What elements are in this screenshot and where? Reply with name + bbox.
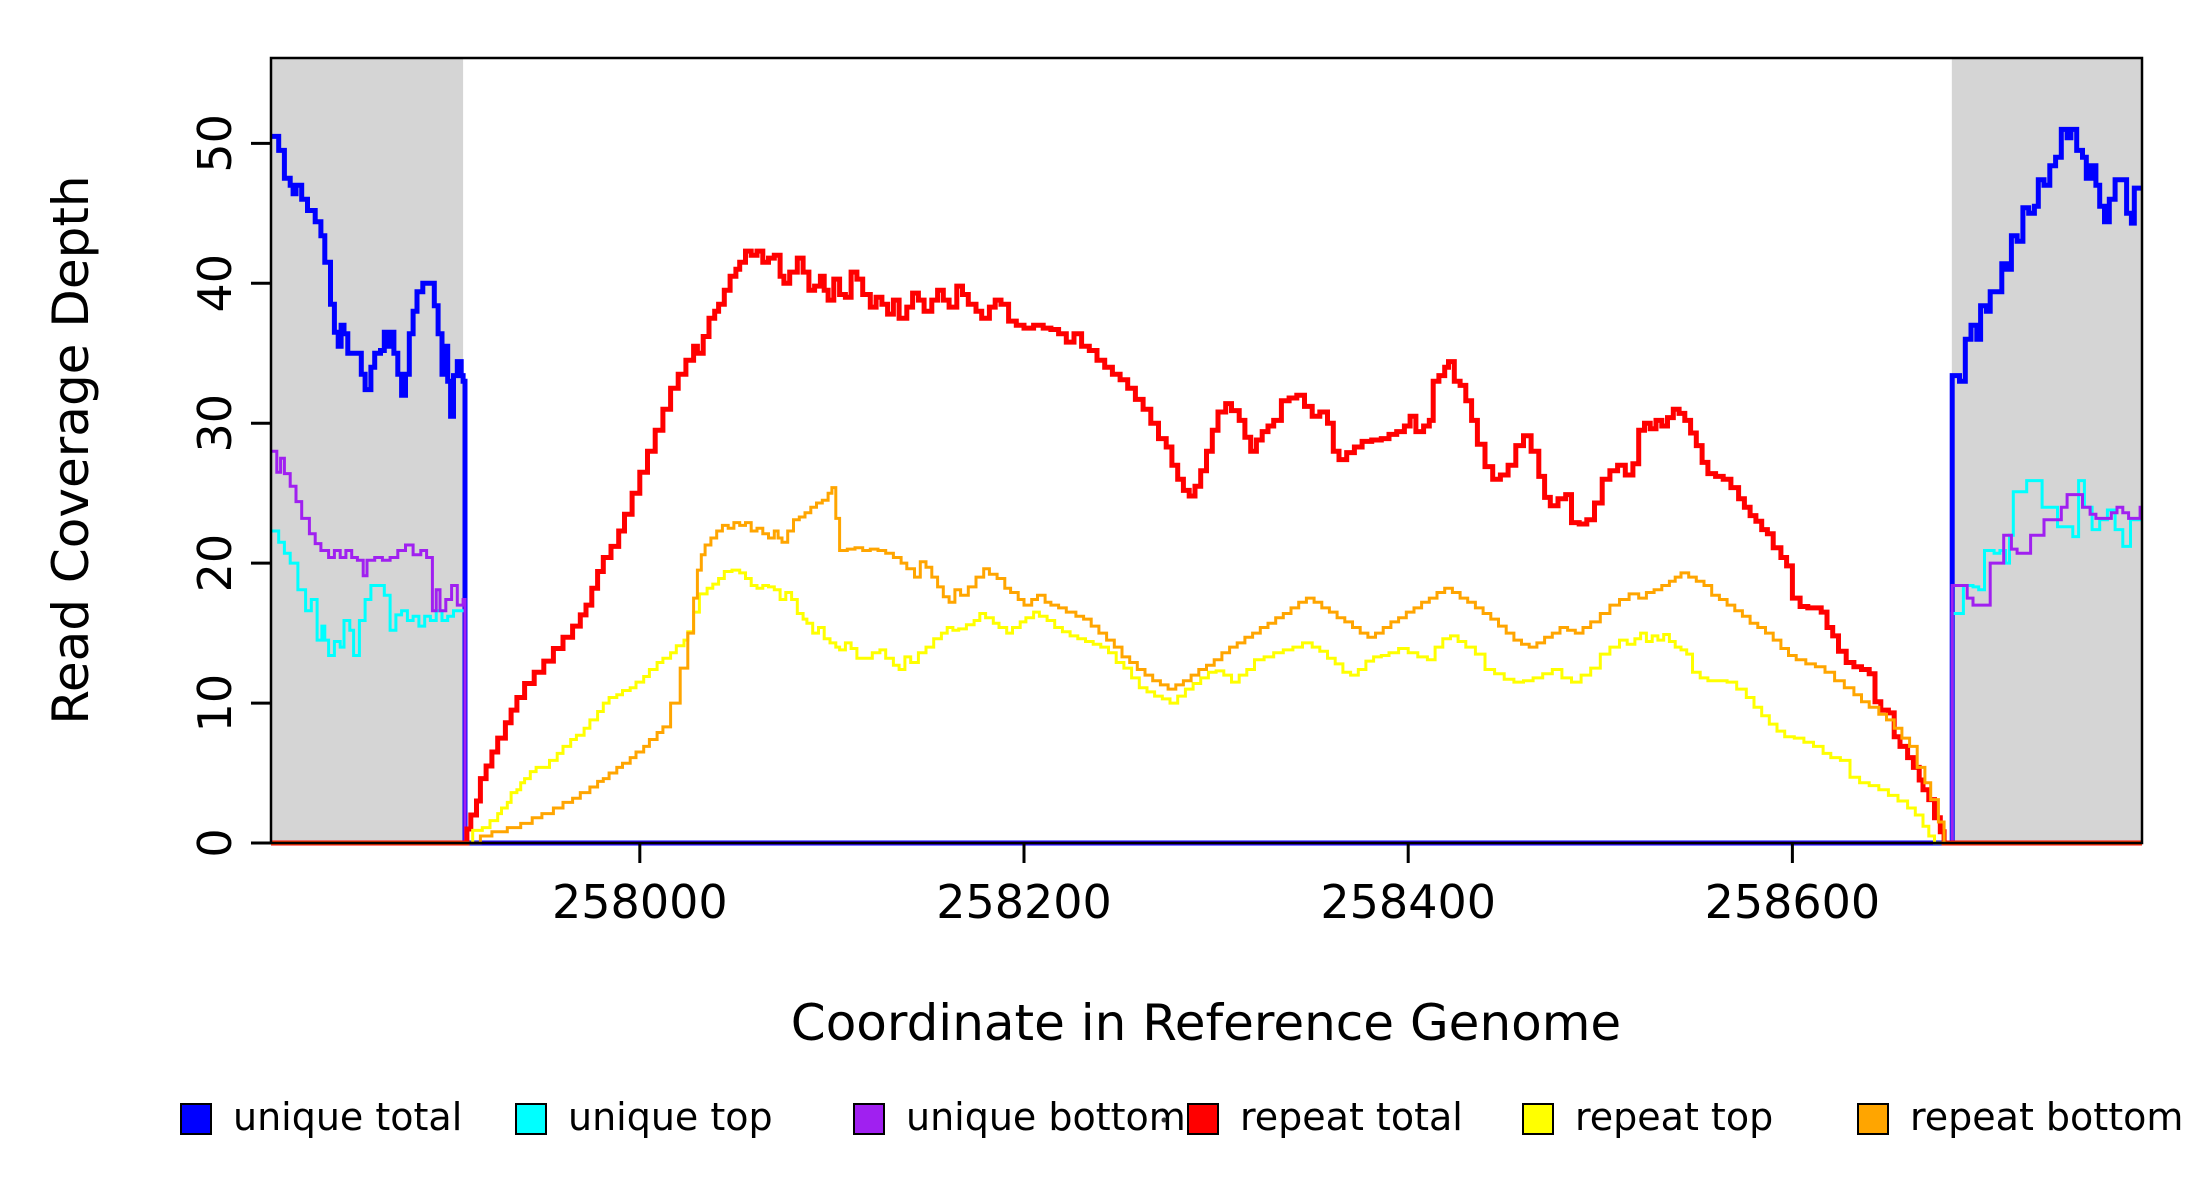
y-tick-label: 40 — [188, 254, 242, 313]
legend-label: repeat bottom — [1910, 1095, 2183, 1139]
series-unique-total-line — [271, 126, 2142, 846]
series-unique-top-line — [271, 479, 2142, 845]
series-lines — [271, 126, 2142, 846]
legend-swatch-repeat-total — [1187, 1103, 1219, 1135]
legend-swatch-repeat-top — [1522, 1103, 1554, 1135]
stray-dot — [1161, 1117, 1167, 1123]
legend-swatch-unique-top — [515, 1103, 547, 1135]
legend-swatch-unique-total — [180, 1103, 212, 1135]
series-repeat-total-line — [271, 248, 2142, 846]
legend: unique total unique top unique bottom repea… — [180, 1095, 2183, 1139]
axis-ticks: 258000 258200 258400 258600 0 10 20 30 40 50 — [188, 114, 1880, 929]
legend-item-unique-bottom: unique bottom — [853, 1095, 1186, 1139]
legend-item-repeat-bottom: repeat bottom — [1857, 1095, 2183, 1139]
series-repeat-top-line — [271, 568, 2142, 845]
legend-item-repeat-total: repeat total — [1187, 1095, 1463, 1139]
legend-swatch-repeat-bottom — [1857, 1103, 1889, 1135]
legend-label: repeat top — [1575, 1095, 1773, 1139]
y-tick-label: 50 — [188, 114, 242, 173]
series-repeat-bottom-line — [271, 486, 2142, 845]
x-tick-label: 258200 — [936, 875, 1112, 929]
legend-label: unique top — [568, 1095, 773, 1139]
series-unique-bottom-line — [271, 449, 2142, 845]
legend-label: unique bottom — [906, 1095, 1186, 1139]
shaded-region-right-flank — [1951, 58, 2142, 843]
plot-frame — [269, 56, 2144, 845]
legend-label: unique total — [233, 1095, 462, 1139]
x-axis-title: Coordinate in Reference Genome — [791, 994, 1621, 1052]
legend-label: repeat total — [1240, 1095, 1463, 1139]
legend-swatch-unique-bottom — [853, 1103, 885, 1135]
shaded-regions — [271, 58, 2142, 843]
legend-item-unique-total: unique total — [180, 1095, 462, 1139]
x-tick-label: 258400 — [1320, 875, 1496, 929]
y-tick-label: 0 — [188, 828, 242, 857]
y-axis-title: Read Coverage Depth — [42, 175, 100, 724]
shaded-region-left-flank — [271, 58, 464, 843]
y-tick-label: 30 — [188, 394, 242, 453]
x-tick-label: 258600 — [1705, 875, 1881, 929]
legend-item-unique-top: unique top — [515, 1095, 773, 1139]
x-tick-label: 258000 — [552, 875, 728, 929]
y-tick-label: 10 — [188, 674, 242, 733]
legend-item-repeat-top: repeat top — [1522, 1095, 1773, 1139]
y-tick-label: 20 — [188, 534, 242, 593]
